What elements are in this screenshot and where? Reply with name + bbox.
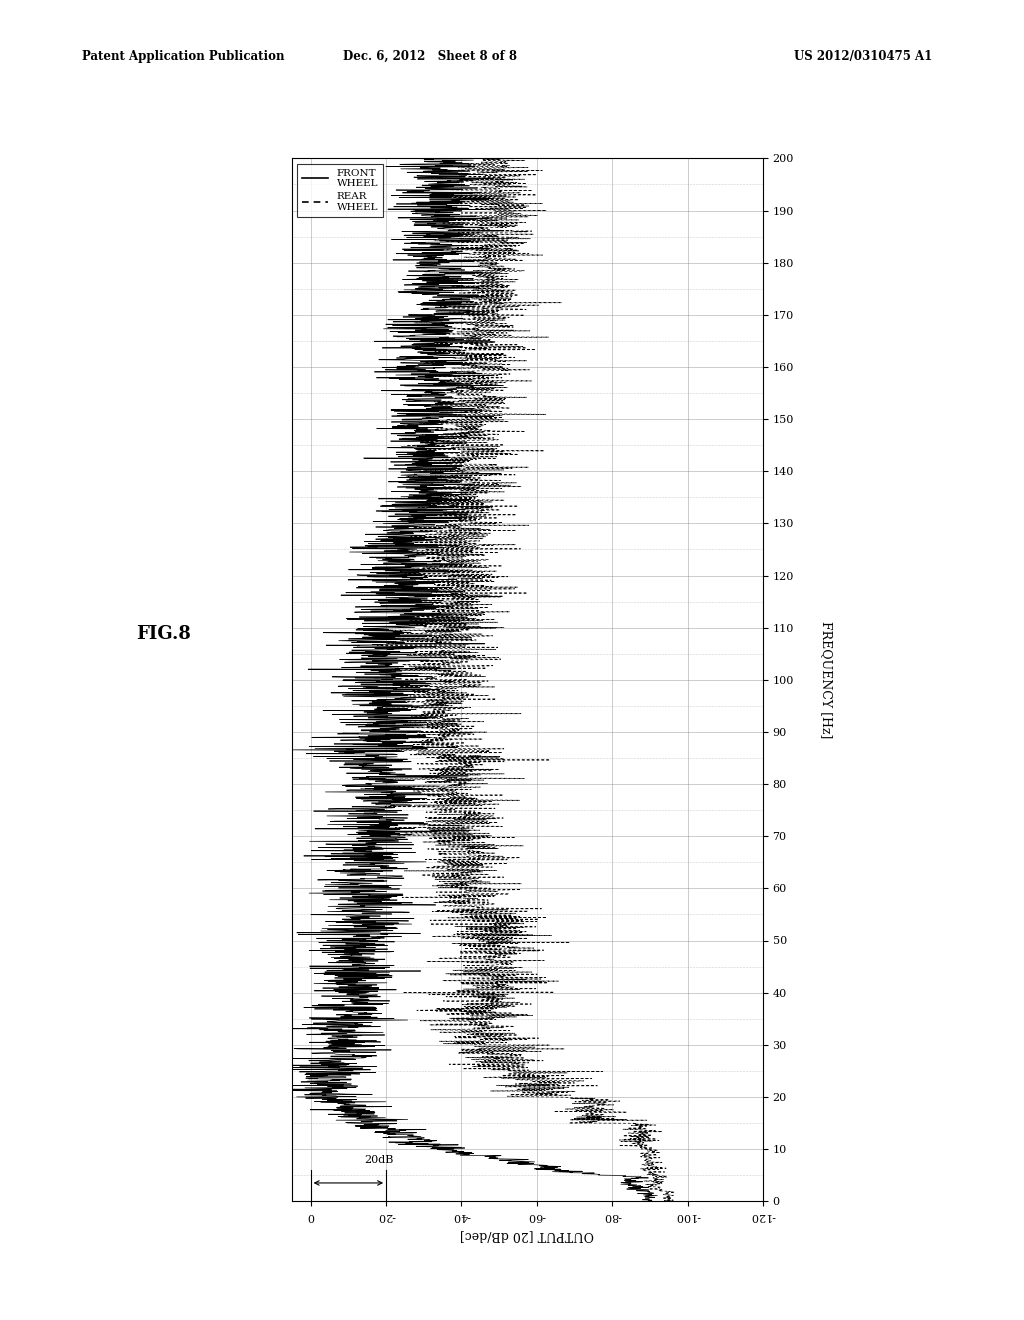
Text: US 2012/0310475 A1: US 2012/0310475 A1 (794, 50, 932, 63)
Text: Dec. 6, 2012   Sheet 8 of 8: Dec. 6, 2012 Sheet 8 of 8 (343, 50, 517, 63)
Text: FIG.8: FIG.8 (136, 624, 191, 643)
X-axis label: OUTPUT [20 dB/dec]: OUTPUT [20 dB/dec] (461, 1229, 594, 1242)
Text: 20dB: 20dB (365, 1155, 393, 1164)
Text: Patent Application Publication: Patent Application Publication (82, 50, 285, 63)
Y-axis label: FREQUENCY [Hz]: FREQUENCY [Hz] (820, 622, 833, 738)
Legend: FRONT
WHEEL, REAR
WHEEL: FRONT WHEEL, REAR WHEEL (297, 164, 383, 216)
